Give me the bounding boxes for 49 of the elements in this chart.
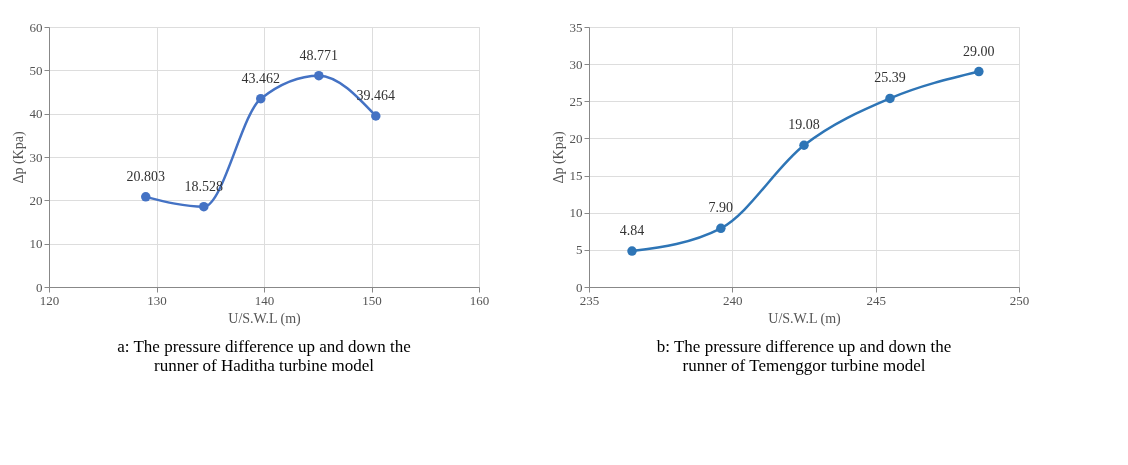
text: b: The pressure difference up and down the runner of Temenggor turbine model xyxy=(656,337,952,375)
y-axis-title: Δp (Kpa) xyxy=(10,131,27,184)
x-tick-label: 240 xyxy=(723,292,743,308)
y-tick-label: 20 xyxy=(569,130,583,146)
y-tick-label: 15 xyxy=(569,168,583,184)
x-tick-label: 160 xyxy=(469,292,490,308)
y-tick-label: 50 xyxy=(29,62,43,78)
point xyxy=(199,201,209,212)
data-label: 43.462 xyxy=(241,70,281,86)
point xyxy=(371,111,381,121)
y-tick-label: 5 xyxy=(576,242,583,258)
data-label: 29.00 xyxy=(963,43,995,59)
y-tick-label: 0 xyxy=(576,279,583,295)
point xyxy=(885,93,895,104)
x-tick-label: 130 xyxy=(147,292,167,308)
point xyxy=(141,192,151,202)
point xyxy=(974,66,984,77)
y-tick-label: 10 xyxy=(29,236,43,252)
y-tick-label: 40 xyxy=(29,106,43,122)
data-label: 7.90 xyxy=(708,200,734,216)
x-axis-title: U/S.W.L (m) xyxy=(768,310,842,327)
y-tick-label: 30 xyxy=(29,149,43,165)
data-label: 39.464 xyxy=(356,87,396,103)
y-tick-label: 30 xyxy=(569,56,583,72)
data-label: 4.84 xyxy=(619,223,645,239)
x-tick-label: 120 xyxy=(39,292,60,308)
point xyxy=(799,140,809,150)
x-tick-label: 140 xyxy=(254,292,275,308)
text: a: The pressure difference up and down the runner of Haditha turbine model xyxy=(117,337,411,375)
data-label: 48.771 xyxy=(299,47,339,63)
point xyxy=(627,246,637,256)
x-axis-title: U/S.W.L (m) xyxy=(228,310,302,327)
y-tick-label: 60 xyxy=(29,19,43,35)
point xyxy=(314,70,324,81)
x-tick-label: 250 xyxy=(1009,292,1030,308)
data-label: 25.39 xyxy=(874,70,906,86)
y-tick-label: 25 xyxy=(569,93,583,109)
y-tick-label: 0 xyxy=(36,279,43,295)
y-tick-label: 35 xyxy=(569,19,583,35)
data-label: 20.803 xyxy=(126,168,165,184)
y-axis-title: Δp (Kpa) xyxy=(550,131,567,184)
point xyxy=(716,223,726,234)
y-tick-label: 10 xyxy=(569,205,583,221)
y-tick-label: 20 xyxy=(29,192,43,208)
x-tick-label: 150 xyxy=(362,292,382,308)
point xyxy=(256,93,266,104)
data-label: 19.08 xyxy=(788,117,820,133)
x-tick-label: 245 xyxy=(866,292,886,308)
x-tick-label: 235 xyxy=(579,292,600,308)
